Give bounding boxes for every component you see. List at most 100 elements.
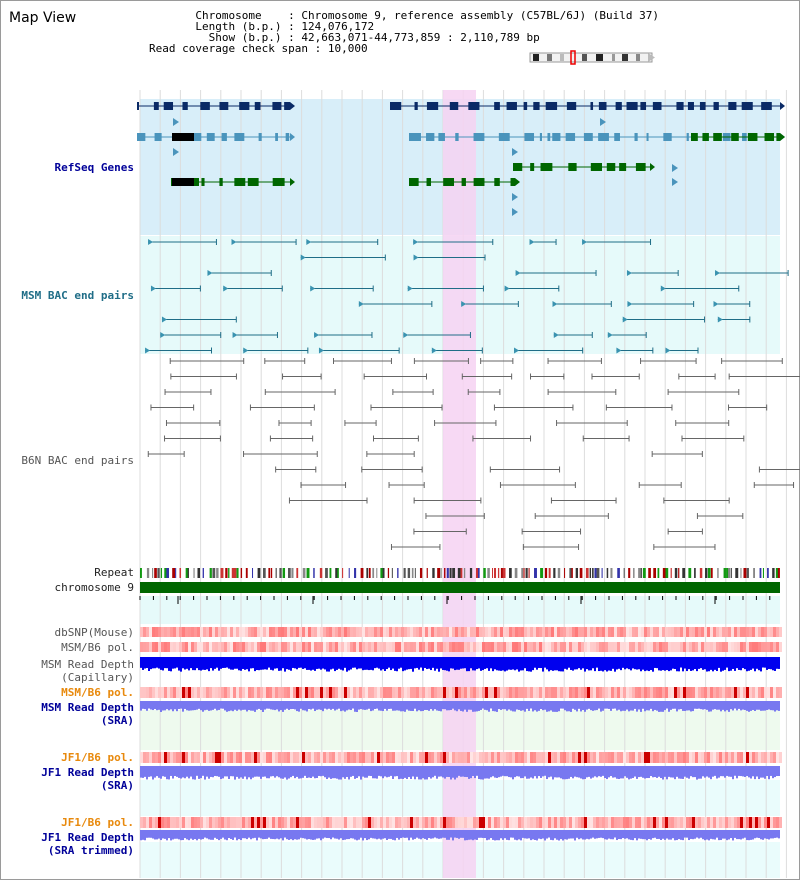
msm-depth-capillary-label-2[interactable]: (Capillary) (61, 671, 134, 684)
polymorphism-heat-cell (176, 687, 179, 698)
msm-b6-pol-label[interactable]: MSM/B6 pol. (61, 641, 134, 654)
polymorphism-heat-cell (227, 752, 230, 763)
polymorphism-heat-cell (308, 752, 311, 763)
jf1-depth-sra-label-1[interactable]: JF1 Read Depth (41, 766, 134, 779)
polymorphism-heat-cell (542, 817, 545, 828)
gene-exon (513, 163, 523, 171)
ideogram-position-marker (570, 50, 576, 65)
polymorphism-heat-cell (362, 642, 365, 652)
read-depth-bar (774, 657, 776, 671)
msm-depth-capillary-label-1[interactable]: MSM Read Depth (41, 658, 134, 671)
read-depth-bar (682, 830, 684, 841)
read-depth-bar (438, 766, 440, 777)
polymorphism-heat-cell (470, 627, 473, 637)
msm-b6-pol-sra-label[interactable]: MSM/B6 pol. (61, 686, 134, 699)
read-depth-bar (730, 657, 732, 671)
read-depth-bar (290, 766, 292, 778)
polymorphism-heat-cell (344, 687, 347, 698)
read-depth-bar (512, 701, 514, 712)
dbsnp-label[interactable]: dbSNP(Mouse) (54, 626, 134, 639)
read-depth-bar (646, 766, 648, 779)
msm-depth-sra-label-1[interactable]: MSM Read Depth (41, 701, 134, 714)
refseq-genes-label[interactable]: RefSeq Genes (54, 161, 134, 174)
jf1-depth-sra-label-2[interactable]: (SRA) (100, 779, 134, 792)
polymorphism-heat-cell (161, 752, 164, 763)
polymorphism-heat-cell (755, 817, 758, 828)
polymorphism-heat-cell (575, 817, 578, 828)
read-depth-bar (600, 766, 602, 777)
msm-depth-sra-label-2[interactable]: (SRA) (100, 714, 134, 727)
polymorphism-heat-cell (428, 752, 431, 763)
read-depth-bar (218, 830, 220, 841)
polymorphism-heat-cell (635, 752, 638, 763)
polymorphism-heat-cell (437, 752, 440, 763)
polymorphism-heat-cell (539, 817, 542, 828)
read-depth-bar (654, 766, 656, 778)
msm-bac-label[interactable]: MSM BAC end pairs (21, 289, 134, 302)
read-depth-bar (448, 830, 450, 840)
jf1-b6-pol-trim-label[interactable]: JF1/B6 pol. (61, 816, 134, 829)
polymorphism-heat-cell (443, 687, 446, 698)
read-depth-bar (192, 830, 194, 840)
polymorphism-heat-cell (431, 627, 434, 637)
gene-exon (741, 102, 753, 110)
read-depth-bar (294, 657, 296, 669)
polymorphism-heat-cell (338, 817, 341, 828)
polymorphism-heat-cell (224, 752, 227, 763)
polymorphism-heat-cell (713, 687, 716, 698)
read-depth-bar (334, 830, 336, 839)
polymorphism-heat-cell (203, 642, 206, 652)
read-depth-bar (418, 701, 420, 711)
read-depth-bar (360, 701, 362, 710)
polymorphism-heat-cell (707, 627, 710, 637)
polymorphism-heat-cell (353, 627, 356, 637)
read-depth-bar (158, 766, 160, 778)
polymorphism-heat-cell (359, 642, 362, 652)
repeat-element (662, 568, 666, 578)
read-depth-bar (684, 830, 686, 838)
read-depth-bar (338, 766, 340, 780)
jf1-depth-trim-label-2[interactable]: (SRA trimmed) (47, 844, 134, 857)
polymorphism-heat-cell (779, 627, 782, 637)
read-depth-bar (634, 701, 636, 709)
polymorphism-heat-cell (716, 752, 719, 763)
read-depth-bar (602, 657, 604, 672)
read-depth-bar (746, 766, 748, 777)
read-depth-bar (282, 701, 284, 712)
polymorphism-heat-cell (374, 687, 377, 698)
polymorphism-heat-cell (695, 627, 698, 637)
gene-exon (533, 102, 540, 110)
read-depth-bar (684, 657, 686, 669)
polymorphism-heat-cell (158, 752, 161, 763)
polymorphism-heat-cell (425, 642, 428, 652)
jf1-b6-pol-label[interactable]: JF1/B6 pol. (61, 751, 134, 764)
polymorphism-heat-cell (524, 627, 527, 637)
polymorphism-heat-cell (605, 817, 608, 828)
repeat-element (376, 568, 378, 578)
read-depth-bar (144, 657, 146, 669)
polymorphism-heat-cell (449, 642, 452, 652)
read-depth-bar (618, 701, 620, 710)
read-depth-bar (276, 830, 278, 839)
jf1-depth-trim-label-1[interactable]: JF1 Read Depth (41, 831, 134, 844)
polymorphism-heat-cell (524, 817, 527, 828)
polymorphism-heat-cell (593, 752, 596, 763)
polymorphism-heat-cell (578, 752, 581, 763)
read-depth-bar (462, 830, 464, 838)
read-depth-bar (600, 657, 602, 671)
polymorphism-heat-cell (287, 817, 290, 828)
polymorphism-heat-cell (425, 752, 428, 763)
polymorphism-heat-cell (572, 817, 575, 828)
read-depth-bar (630, 766, 632, 779)
read-depth-bar (168, 830, 170, 839)
read-depth-bar (472, 830, 474, 841)
read-depth-bar (602, 701, 604, 711)
b6n-bac-label[interactable]: B6N BAC end pairs (21, 454, 134, 467)
polymorphism-heat-cell (209, 752, 212, 763)
polymorphism-heat-cell (209, 642, 212, 652)
repeat-element (202, 568, 204, 578)
read-depth-bar (198, 701, 200, 709)
read-depth-bar (250, 657, 252, 669)
read-depth-bar (760, 830, 762, 840)
